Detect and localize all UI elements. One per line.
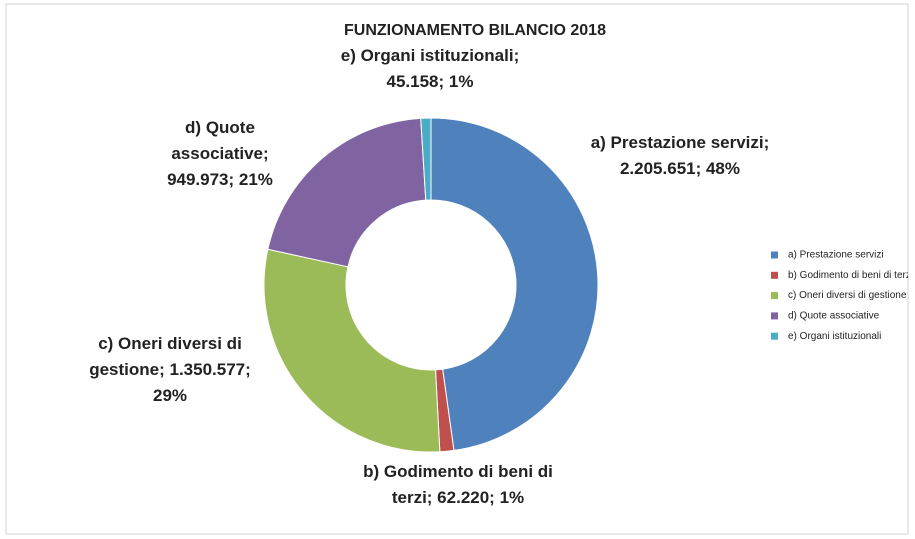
legend-label: a) Prestazione servizi	[788, 250, 884, 261]
legend-marker	[771, 312, 778, 320]
legend-label: b) Godimento di beni di terzi	[788, 270, 913, 281]
legend-marker	[771, 332, 778, 340]
legend-marker	[771, 292, 778, 300]
legend-marker	[771, 271, 778, 279]
data-label: c) Oneri diversi di gestione; 1.350.577;…	[89, 334, 251, 405]
donut-slice	[263, 248, 441, 453]
legend: a) Prestazione servizi b) Godimento di be…	[771, 250, 913, 342]
donut-slice	[420, 117, 432, 201]
data-label: b) Godimento di beni di terzi; 62.220; 1…	[363, 462, 553, 507]
data-label-box: b) Godimento di beni di terzi; 62.220; 1…	[363, 462, 553, 507]
data-label: d) Quote associative; 949.973; 21%	[167, 118, 273, 189]
data-label: e) Organi istituzionali; 45.158; 1%	[340, 46, 520, 91]
donut-slice	[430, 117, 599, 451]
data-label-box: e) Organi istituzionali; 45.158; 1%	[340, 46, 520, 91]
chart-title: FUNZIONAMENTO BILANCIO 2018	[344, 22, 606, 39]
data-label-box: c) Oneri diversi di gestione; 1.350.577;…	[89, 334, 251, 405]
data-label: a) Prestazione servizi; 2.205.651; 48%	[590, 133, 770, 178]
legend-label: e) Organi istituzionali	[788, 331, 881, 342]
data-label-box: a) Prestazione servizi; 2.205.651; 48%	[590, 133, 770, 178]
legend-marker	[771, 251, 778, 259]
donut-slice	[267, 117, 427, 268]
legend-label: d) Quote associative	[788, 311, 880, 322]
legend-label: c) Oneri diversi di gestione	[788, 290, 907, 301]
data-label-box: d) Quote associative; 949.973; 21%	[167, 118, 273, 189]
